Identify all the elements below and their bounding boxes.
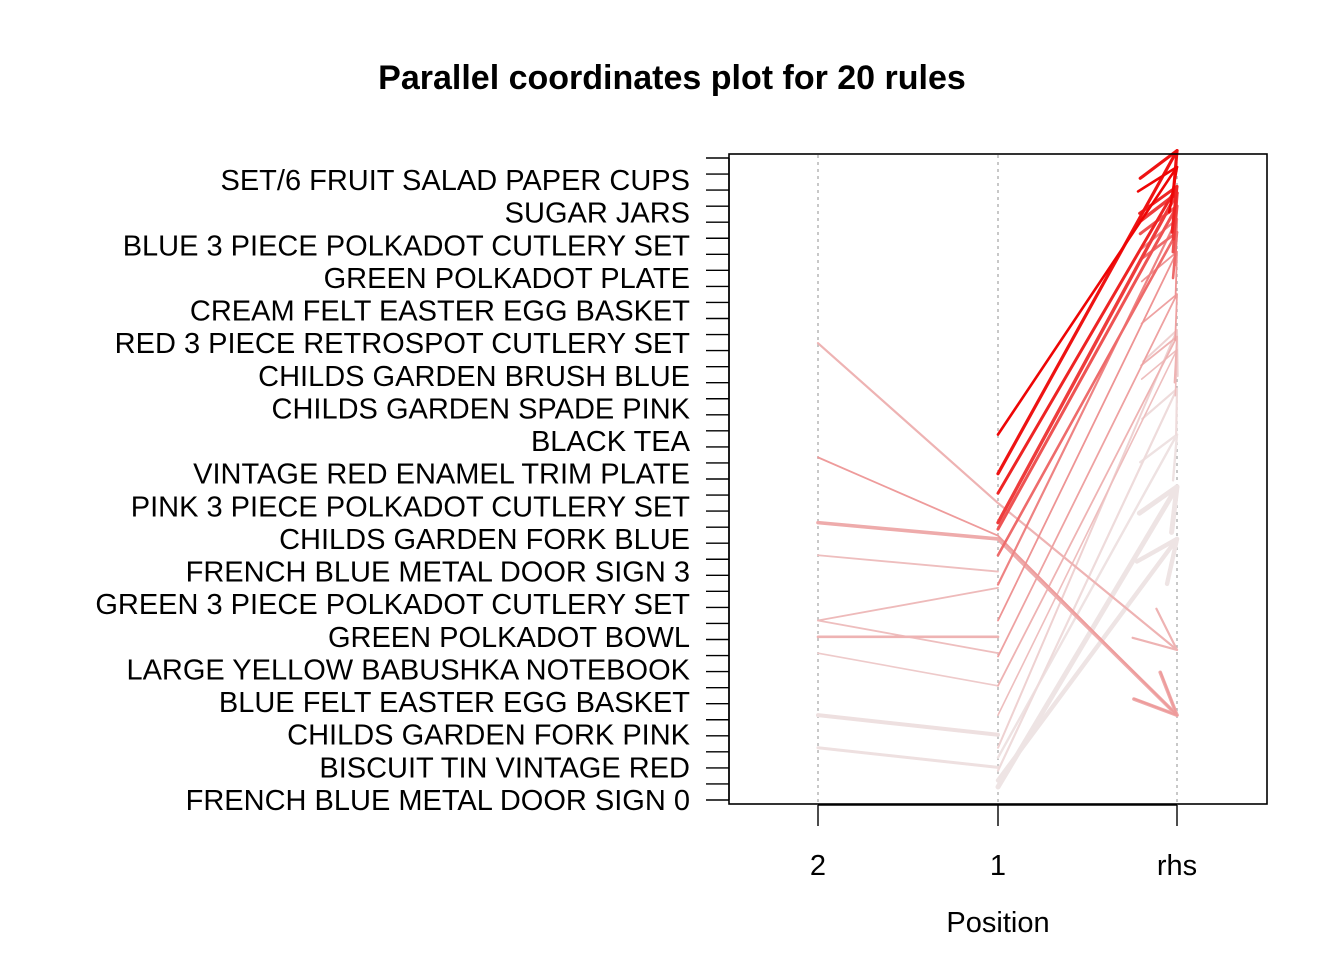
rule-line: [816, 342, 1179, 651]
y-tick-label: BLUE 3 PIECE POLKADOT CUTLERY SET: [123, 230, 691, 262]
y-tick-label: GREEN 3 PIECE POLKADOT CUTLERY SET: [95, 589, 690, 621]
rule-line: [996, 387, 1179, 772]
y-tick-label: CHILDS GARDEN SPADE PINK: [272, 393, 691, 425]
rule-line: [997, 348, 1178, 716]
y-tick-label: PINK 3 PIECE POLKADOT CUTLERY SET: [131, 491, 691, 523]
x-axis-label: Position: [946, 907, 1049, 939]
y-tick-label: CREAM FELT EASTER EGG BASKET: [190, 296, 690, 328]
rule-line: [996, 230, 1179, 557]
x-tick-label: 2: [810, 850, 826, 882]
grid-lines: [817, 155, 1178, 803]
y-tick-label: LARGE YELLOW BABUSHKA NOTEBOOK: [126, 654, 690, 686]
rule-line: [996, 185, 1179, 495]
y-tick-label: SET/6 FRUIT SALAD PAPER CUPS: [221, 165, 691, 197]
y-tick-label: GREEN POLKADOT BOWL: [328, 622, 690, 654]
y-tick-label: FRENCH BLUE METAL DOOR SIGN 0: [186, 785, 690, 817]
rule-line: [817, 554, 999, 573]
rule-line: [997, 329, 1178, 749]
rule-line: [997, 335, 1178, 687]
rule-line: [997, 250, 1178, 622]
chart-title: Parallel coordinates plot for 20 rules: [378, 59, 966, 97]
y-tick-label: BLUE FELT EASTER EGG BASKET: [219, 687, 690, 719]
rule-arrowhead: [1140, 335, 1178, 384]
y-tick-label: BLACK TEA: [531, 426, 691, 458]
rule-arrowhead: [1136, 484, 1180, 535]
y-tick-label: BISCUIT TIN VINTAGE RED: [319, 752, 690, 784]
rule-arrowhead: [1141, 387, 1179, 436]
rule-line: [817, 652, 999, 687]
rule-arrowhead: [1136, 165, 1179, 214]
y-tick-label: GREEN POLKADOT PLATE: [324, 263, 690, 295]
x-tick-label: rhs: [1157, 850, 1197, 882]
rule-lines: [816, 149, 1180, 790]
rule-arrowhead: [1142, 329, 1179, 378]
rule-line: [817, 586, 999, 622]
rule-line: [816, 713, 1000, 737]
y-tick-label: CHILDS GARDEN FORK BLUE: [279, 524, 690, 556]
y-tick-label: SUGAR JARS: [505, 198, 690, 230]
y-tick-label: RED 3 PIECE RETROSPOT CUTLERY SET: [115, 328, 691, 360]
rule-line: [995, 536, 1180, 783]
rule-line: [996, 165, 1179, 436]
y-tick-label: CHILDS GARDEN BRUSH BLUE: [258, 361, 690, 393]
rule-arrowhead: [1140, 293, 1178, 342]
x-axis: 2 1 rhs: [810, 804, 1197, 882]
rule-line: [996, 191, 1179, 525]
rule-arrowhead: [1134, 536, 1180, 587]
rule-arrowhead: [1131, 607, 1179, 651]
rule-line: [996, 218, 1179, 586]
rule-line: [996, 433, 1179, 759]
rule-line: [996, 204, 1179, 531]
rule-arrowhead: [1140, 250, 1178, 299]
y-tick-label: VINTAGE RED ENAMEL TRIM PLATE: [193, 459, 690, 491]
rule-line: [996, 149, 1179, 476]
rule-line: [816, 746, 1000, 769]
x-tick-label: 1: [990, 850, 1006, 882]
rule-line: [817, 456, 1178, 717]
y-tick-label: FRENCH BLUE METAL DOOR SIGN 3: [186, 557, 690, 589]
y-tick-label: CHILDS GARDEN FORK PINK: [287, 720, 690, 752]
rule-line: [997, 293, 1178, 658]
rule-arrowhead: [1133, 671, 1178, 717]
